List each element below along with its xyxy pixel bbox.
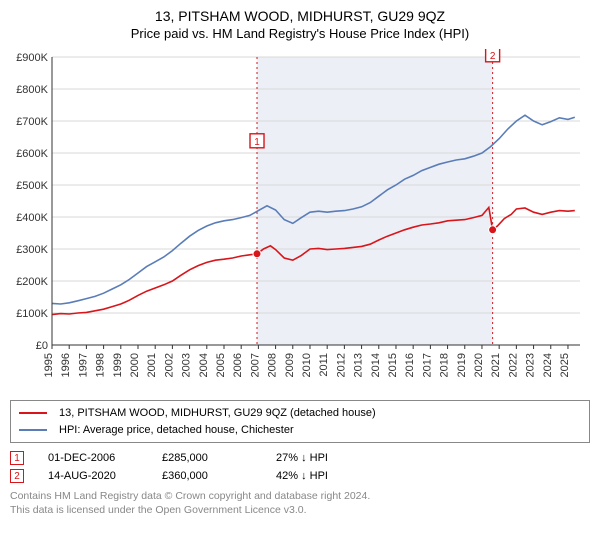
svg-text:£300K: £300K	[16, 244, 48, 256]
svg-text:£800K: £800K	[16, 84, 48, 96]
svg-text:2007: 2007	[249, 353, 261, 377]
legend-label: HPI: Average price, detached house, Chic…	[59, 422, 294, 439]
svg-text:2015: 2015	[387, 353, 399, 377]
svg-text:2010: 2010	[301, 353, 313, 377]
svg-text:2005: 2005	[215, 353, 227, 377]
svg-text:2019: 2019	[456, 353, 468, 377]
transaction-price: £285,000	[162, 452, 252, 464]
legend-label: 13, PITSHAM WOOD, MIDHURST, GU29 9QZ (de…	[59, 405, 376, 422]
svg-text:2003: 2003	[181, 353, 193, 377]
svg-text:2014: 2014	[370, 353, 382, 377]
transaction-marker: 2	[10, 469, 24, 483]
footer: Contains HM Land Registry data © Crown c…	[10, 489, 592, 517]
legend: 13, PITSHAM WOOD, MIDHURST, GU29 9QZ (de…	[10, 400, 590, 443]
transaction-price: £360,000	[162, 470, 252, 482]
svg-text:2018: 2018	[439, 353, 451, 377]
svg-text:1: 1	[254, 137, 260, 148]
svg-text:2023: 2023	[525, 353, 537, 377]
svg-text:£400K: £400K	[16, 212, 48, 224]
chart-svg: £0 £100K £200K £300K £400K £500K £600K £700K £80…	[8, 49, 592, 389]
line-chart: £0 £100K £200K £300K £400K £500K £600K £700K £80…	[8, 49, 592, 394]
svg-text:2024: 2024	[542, 353, 554, 377]
svg-text:1996: 1996	[60, 353, 72, 377]
svg-text:1999: 1999	[112, 353, 124, 377]
page-title: 13, PITSHAM WOOD, MIDHURST, GU29 9QZ	[8, 8, 592, 24]
svg-text:£500K: £500K	[16, 180, 48, 192]
svg-text:£900K: £900K	[16, 52, 48, 64]
svg-text:1998: 1998	[95, 353, 107, 377]
svg-text:2004: 2004	[198, 353, 210, 377]
svg-text:1995: 1995	[43, 353, 55, 377]
page-subtitle: Price paid vs. HM Land Registry's House …	[8, 26, 592, 41]
svg-text:2020: 2020	[473, 353, 485, 377]
svg-text:£100K: £100K	[16, 308, 48, 320]
svg-text:£600K: £600K	[16, 148, 48, 160]
legend-item: HPI: Average price, detached house, Chic…	[19, 422, 581, 439]
svg-text:2016: 2016	[404, 353, 416, 377]
header: 13, PITSHAM WOOD, MIDHURST, GU29 9QZ Pri…	[8, 8, 592, 41]
svg-text:£200K: £200K	[16, 276, 48, 288]
legend-swatch	[19, 429, 47, 431]
svg-text:2006: 2006	[232, 353, 244, 377]
transactions-table: 1 01-DEC-2006 £285,000 27% ↓ HPI 2 14-AUG-202…	[10, 451, 592, 483]
transaction-delta: 27% ↓ HPI	[276, 452, 366, 464]
svg-text:2021: 2021	[490, 353, 502, 377]
transaction-row: 1 01-DEC-2006 £285,000 27% ↓ HPI	[10, 451, 592, 465]
transaction-date: 01-DEC-2006	[48, 452, 138, 464]
svg-text:2012: 2012	[335, 353, 347, 377]
svg-text:2001: 2001	[146, 353, 158, 377]
svg-text:2022: 2022	[507, 353, 519, 377]
svg-text:2000: 2000	[129, 353, 141, 377]
svg-text:2: 2	[490, 51, 496, 62]
transaction-row: 2 14-AUG-2020 £360,000 42% ↓ HPI	[10, 469, 592, 483]
transaction-date: 14-AUG-2020	[48, 470, 138, 482]
footer-line-1: Contains HM Land Registry data © Crown c…	[10, 489, 592, 503]
transaction-delta: 42% ↓ HPI	[276, 470, 366, 482]
svg-text:2009: 2009	[284, 353, 296, 377]
svg-text:2017: 2017	[421, 353, 433, 377]
svg-text:2011: 2011	[318, 353, 330, 377]
svg-text:2013: 2013	[353, 353, 365, 377]
svg-text:2025: 2025	[559, 353, 571, 377]
svg-text:2002: 2002	[163, 353, 175, 377]
svg-text:£700K: £700K	[16, 116, 48, 128]
legend-item: 13, PITSHAM WOOD, MIDHURST, GU29 9QZ (de…	[19, 405, 581, 422]
legend-swatch	[19, 412, 47, 414]
svg-text:£0: £0	[36, 340, 48, 352]
svg-text:2008: 2008	[267, 353, 279, 377]
footer-line-2: This data is licensed under the Open Gov…	[10, 503, 592, 517]
transaction-marker: 1	[10, 451, 24, 465]
svg-text:1997: 1997	[77, 353, 89, 377]
